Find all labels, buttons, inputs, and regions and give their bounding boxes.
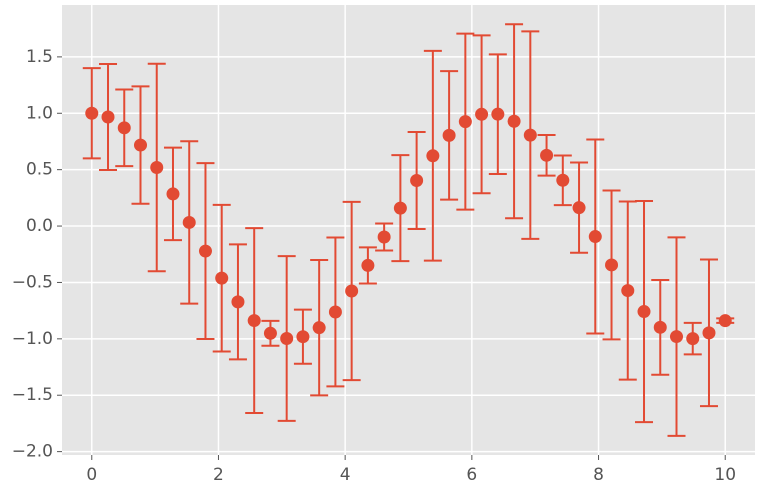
data-point (670, 330, 684, 344)
y-tick-label: −2.0 (12, 442, 53, 462)
x-tick-label: 2 (213, 465, 224, 485)
data-point (458, 115, 472, 129)
data-point (621, 284, 635, 298)
data-point (540, 148, 554, 162)
data-point (605, 258, 619, 272)
x-tick-label: 0 (86, 465, 97, 485)
data-point (328, 305, 342, 319)
y-tick-label: −1.5 (12, 385, 53, 405)
data-point (572, 201, 586, 215)
data-point (702, 326, 716, 340)
data-point (377, 230, 391, 244)
data-point (442, 128, 456, 142)
data-point (280, 331, 294, 345)
plot-area (62, 5, 755, 455)
data-point (637, 305, 651, 319)
data-point (182, 215, 196, 229)
y-tick-label: 0.5 (26, 160, 53, 180)
data-point (345, 284, 359, 298)
data-point (718, 314, 732, 328)
data-point (231, 295, 245, 309)
data-point (166, 187, 180, 201)
data-point (150, 161, 164, 175)
y-tick-label: 0.0 (26, 216, 53, 236)
data-point (523, 128, 537, 142)
data-point (426, 149, 440, 163)
y-tick-label: 1.0 (26, 103, 53, 123)
data-point (296, 330, 310, 344)
data-point (85, 106, 99, 120)
data-point (101, 110, 115, 124)
y-tick-label: 1.5 (26, 47, 53, 67)
y-tick-label: −1.0 (12, 329, 53, 349)
x-tick-label: 6 (466, 465, 477, 485)
y-tick-label: −0.5 (12, 272, 53, 292)
data-point (312, 321, 326, 335)
data-point (410, 173, 424, 187)
data-point (117, 121, 131, 135)
data-point (507, 114, 521, 128)
data-point (247, 314, 261, 328)
data-point (475, 107, 489, 121)
data-point (133, 138, 147, 152)
data-point (393, 201, 407, 215)
x-tick-label: 10 (714, 465, 736, 485)
data-point (198, 244, 212, 258)
data-point (653, 320, 667, 334)
x-tick-label: 8 (593, 465, 604, 485)
data-point (588, 230, 602, 244)
data-point (263, 326, 277, 340)
data-point (491, 107, 505, 121)
data-point (361, 258, 375, 272)
data-point (215, 271, 229, 285)
x-tick-label: 4 (340, 465, 351, 485)
data-point (556, 173, 570, 187)
data-point (686, 332, 700, 346)
